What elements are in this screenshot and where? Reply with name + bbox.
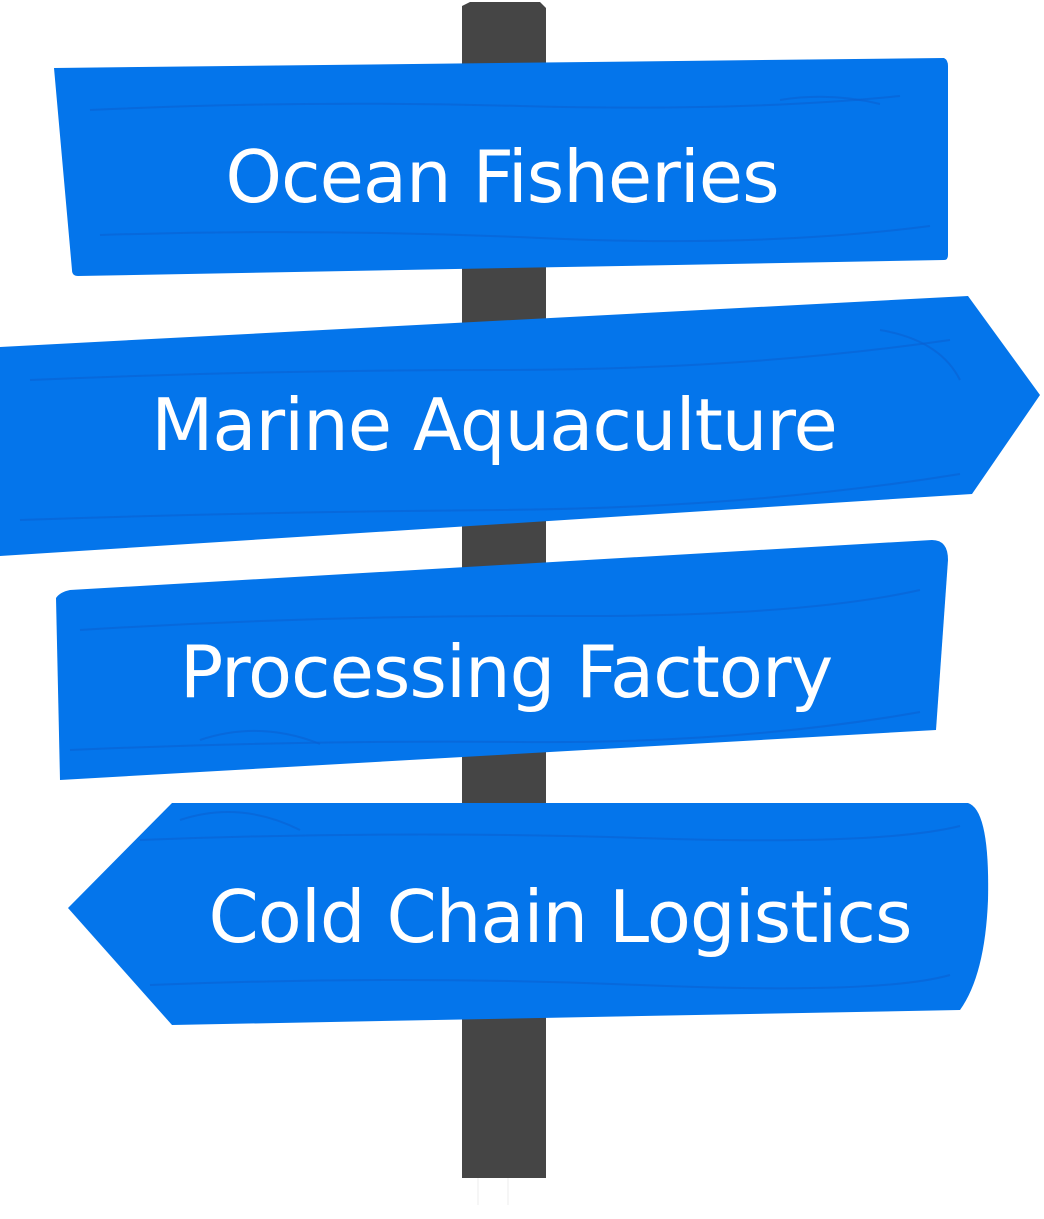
sign-label: Processing Factory [180,630,832,714]
sign-label: Ocean Fisheries [225,135,778,219]
sign-processing-factory: Processing Factory [56,540,948,780]
sign-label: Marine Aquaculture [151,383,837,467]
sign-label: Cold Chain Logistics [209,875,912,959]
sign-cold-chain-logistics: Cold Chain Logistics [68,803,989,1025]
sign-marine-aquaculture: Marine Aquaculture [0,296,1040,556]
sign-ocean-fisheries: Ocean Fisheries [54,58,948,276]
